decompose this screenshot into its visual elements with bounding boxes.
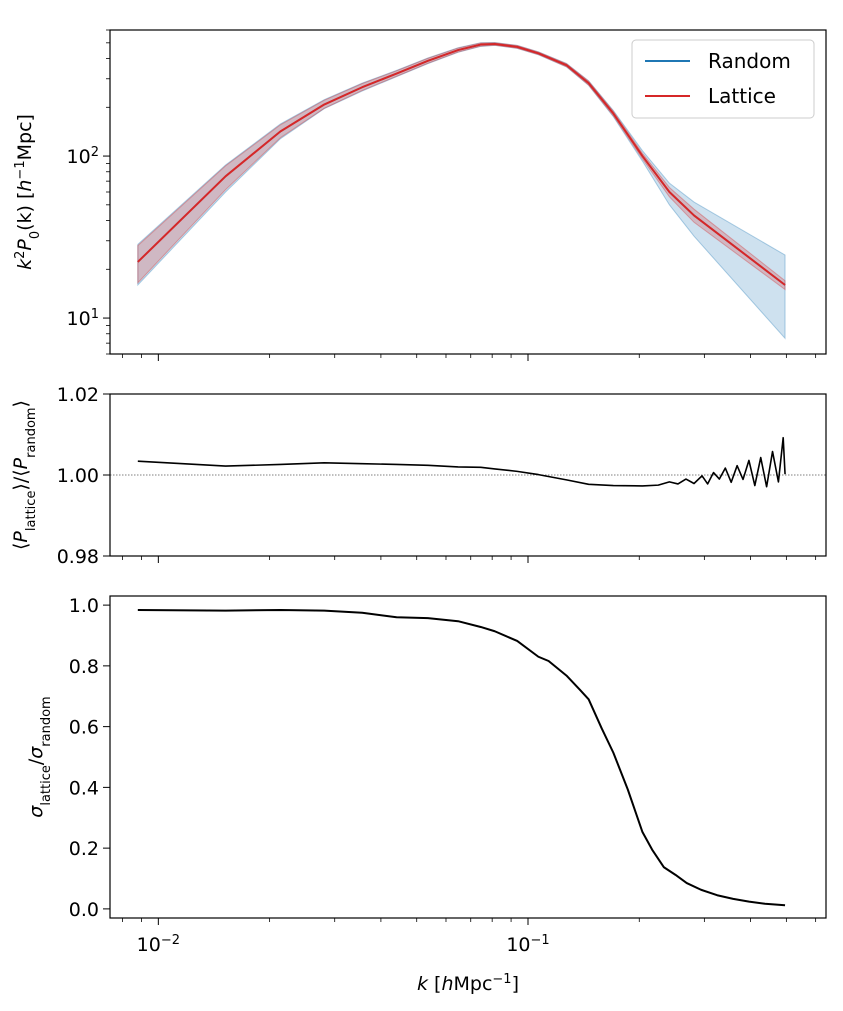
- y-tick-label: 0.0: [69, 899, 99, 921]
- x-tick-label: 10−1: [506, 933, 549, 957]
- y-tick-label: 0.4: [69, 777, 99, 799]
- x-ticks: [122, 354, 817, 361]
- panel-ratio: 0.98 1.00 1.02 ⟨Plattice⟩/⟨Prandom⟩: [10, 384, 827, 568]
- panel-sigma-frame: [109, 595, 827, 919]
- y-ticks: 0.98 1.00 1.02: [57, 384, 110, 568]
- uncertainty-bands: [137, 42, 786, 340]
- y-tick-label: 101: [67, 307, 99, 331]
- panel-sigma: 0.0 0.2 0.4 0.6 0.8 1.0 10−2 10−1 σlattice/σra…: [25, 595, 827, 996]
- legend[interactable]: Random Lattice: [631, 39, 815, 119]
- legend-box: [631, 39, 815, 119]
- y-axis-label-sigma: σlattice/σrandom: [25, 696, 54, 817]
- lattice-band: [137, 42, 786, 291]
- x-tick-label: 10−2: [137, 933, 180, 957]
- sigma-line: [137, 608, 786, 907]
- y-ticks: 0.0 0.2 0.4 0.6 0.8 1.0: [69, 595, 110, 921]
- mean-ratio-line: [137, 436, 786, 488]
- y-tick-label: 0.6: [69, 717, 99, 739]
- legend-label-random: Random: [708, 49, 791, 73]
- x-ticks: [122, 556, 817, 563]
- y-tick-label: 0.2: [69, 838, 99, 860]
- lattice-line: [137, 42, 786, 286]
- random-band: [137, 42, 786, 340]
- x-axis-label: k [hMpc−1]: [417, 972, 519, 996]
- legend-label-lattice: Lattice: [708, 84, 776, 108]
- sigma-ratio-line: [137, 608, 786, 907]
- y-axis-label-ratio: ⟨Plattice⟩/⟨Prandom⟩: [10, 400, 39, 550]
- y-tick-label: 0.98: [57, 546, 99, 568]
- y-tick-label: 102: [67, 145, 99, 169]
- panel-power-spectrum: 101 102 Random Lattice k2P0(k) [h−1Mpc]: [13, 29, 827, 361]
- ratio-line: [137, 436, 786, 488]
- y-tick-label: 1.02: [57, 384, 99, 406]
- panel-ratio-frame: [109, 393, 827, 557]
- y-ticks: 101 102: [67, 29, 110, 355]
- panel-power-frame: [109, 29, 827, 355]
- y-axis-label-power: k2P0(k) [h−1Mpc]: [13, 114, 43, 270]
- y-tick-label: 0.8: [69, 656, 99, 678]
- x-ticks: 10−2 10−1: [122, 918, 817, 957]
- y-tick-label: 1.00: [57, 465, 99, 487]
- y-tick-label: 1.0: [69, 595, 99, 617]
- series-lines: [137, 42, 786, 286]
